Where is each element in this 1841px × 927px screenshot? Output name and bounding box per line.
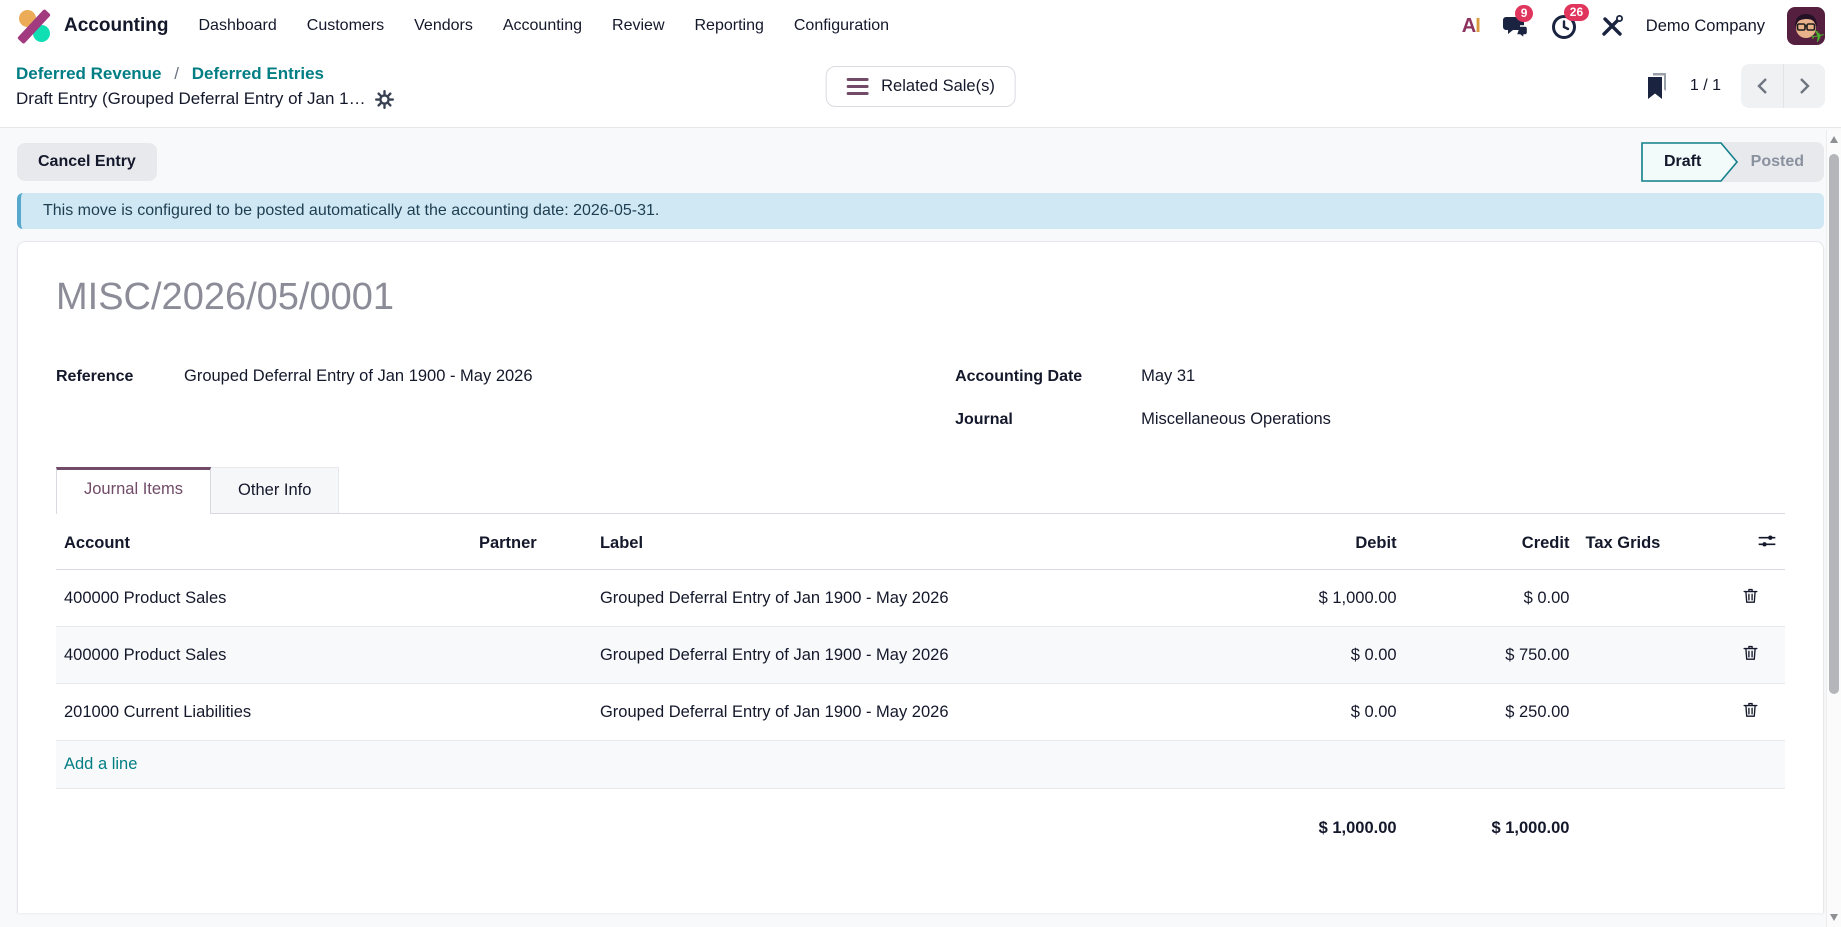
breadcrumb-deferred-revenue[interactable]: Deferred Revenue [16,64,162,83]
cell-debit[interactable]: $ 0.00 [1231,626,1405,684]
vertical-scrollbar[interactable] [1826,130,1841,927]
activities-badge: 26 [1563,3,1590,21]
cell-credit[interactable]: $ 250.00 [1404,683,1578,741]
breadcrumb-current-title: Draft Entry (Grouped Deferral Entry of J… [16,89,366,108]
breadcrumb: Deferred Revenue / Deferred Entries [16,64,324,83]
auto-post-info-banner: This move is configured to be posted aut… [17,193,1824,229]
entry-number[interactable]: MISC/2026/05/0001 [56,276,395,318]
trash-icon[interactable] [1741,643,1760,662]
ai-assistant-icon[interactable]: AI [1461,14,1481,37]
column-header-debit: Debit [1231,518,1405,570]
scroll-down-arrow[interactable] [1830,914,1838,921]
nav-item-customers[interactable]: Customers [306,17,385,34]
accounting-date-field[interactable]: May 31 [1141,367,1196,385]
activities-clock-icon[interactable]: 26 [1551,3,1590,40]
cell-credit[interactable]: $ 0.00 [1404,569,1578,627]
main-menu: Dashboard Customers Vendors Accounting R… [199,17,890,35]
cell-account[interactable]: 400000 Product Sales [56,569,471,627]
totals-row: $ 1,000.00 $ 1,000.00 [56,789,1785,855]
messages-badge: 9 [1514,4,1534,22]
table-header-row: Account Partner Label Debit Credit Tax G… [56,518,1785,570]
cell-tax-grids[interactable] [1577,569,1716,627]
nav-item-accounting[interactable]: Accounting [502,17,583,34]
reference-label: Reference [56,368,134,385]
gear-icon[interactable] [374,89,394,109]
journal-label: Journal [955,411,1013,428]
breadcrumb-deferred-entries[interactable]: Deferred Entries [191,64,324,83]
user-avatar[interactable]: ✈ [1787,7,1825,45]
tab-other-info[interactable]: Other Info [211,467,340,513]
journal-items-table: Account Partner Label Debit Credit Tax G… [56,518,1785,854]
reference-field[interactable]: Grouped Deferral Entry of Jan 1900 - May… [184,367,533,385]
status-posted[interactable]: Posted [1750,153,1804,170]
accounting-date-label: Accounting Date [955,368,1083,385]
nav-item-configuration[interactable]: Configuration [793,17,890,34]
tab-journal-items[interactable]: Journal Items [56,467,212,514]
column-header-account: Account [56,518,471,570]
cell-credit[interactable]: $ 750.00 [1404,626,1578,684]
pager-next-button[interactable] [1783,64,1825,108]
column-header-credit: Credit [1404,518,1578,570]
pager-previous-button[interactable] [1741,64,1783,108]
journal-field[interactable]: Miscellaneous Operations [1141,410,1331,428]
scroll-up-arrow[interactable] [1830,136,1838,143]
notebook-tabs: Journal Items Other Info [56,467,1785,514]
messages-icon[interactable]: 9 [1502,4,1534,39]
table-row: 400000 Product Sales Grouped Deferral En… [56,626,1785,684]
pager-value[interactable]: 1 / 1 [1689,77,1721,94]
control-panel: Deferred Revenue / Deferred Entries Draf… [0,52,1841,128]
cell-label[interactable]: Grouped Deferral Entry of Jan 1900 - May… [591,569,1232,627]
cell-partner[interactable] [470,683,592,741]
cancel-entry-button[interactable]: Cancel Entry [17,143,157,181]
total-credit: $ 1,000.00 [1491,819,1570,837]
add-a-line-link[interactable]: Add a line [64,755,138,773]
top-nav-bar: Accounting Dashboard Customers Vendors A… [0,0,1841,52]
table-row: 400000 Product Sales Grouped Deferral En… [56,569,1785,627]
cell-account[interactable]: 400000 Product Sales [56,626,471,684]
status-bar: Draft Posted [1640,142,1824,182]
cell-tax-grids[interactable] [1577,626,1716,684]
cell-label[interactable]: Grouped Deferral Entry of Jan 1900 - May… [591,683,1232,741]
nav-item-review[interactable]: Review [612,17,665,34]
nav-item-dashboard[interactable]: Dashboard [198,17,277,34]
scrollbar-thumb[interactable] [1829,154,1839,694]
trash-icon[interactable] [1741,586,1760,605]
cell-debit[interactable]: $ 0.00 [1231,683,1405,741]
table-row: 201000 Current Liabilities Grouped Defer… [56,683,1785,741]
column-header-partner: Partner [470,518,592,570]
trash-icon[interactable] [1741,700,1760,719]
nav-item-vendors[interactable]: Vendors [414,17,473,34]
cell-account[interactable]: 201000 Current Liabilities [56,683,471,741]
cell-debit[interactable]: $ 1,000.00 [1231,569,1405,627]
app-title: Accounting [64,15,169,36]
column-header-label: Label [591,518,1232,570]
company-switcher[interactable]: Demo Company [1645,16,1765,35]
cell-tax-grids[interactable] [1577,683,1716,741]
accounting-app-logo-icon[interactable] [16,8,52,45]
hamburger-icon [846,77,869,96]
total-debit: $ 1,000.00 [1318,819,1397,837]
status-draft[interactable]: Draft [1640,142,1739,182]
bookmark-icon[interactable] [1644,71,1670,101]
nav-item-reporting[interactable]: Reporting [694,17,764,34]
cell-partner[interactable] [470,626,592,684]
related-sales-button[interactable]: Related Sale(s) [825,66,1016,107]
add-line-row: Add a line [56,740,1785,789]
journal-entry-form: MISC/2026/05/0001 Reference Grouped Defe… [17,241,1824,913]
optional-columns-icon[interactable] [1715,518,1785,570]
column-header-tax-grids: Tax Grids [1577,518,1716,570]
cell-partner[interactable] [470,569,592,627]
cell-label[interactable]: Grouped Deferral Entry of Jan 1900 - May… [591,626,1232,684]
tools-icon[interactable] [1600,14,1624,38]
out-of-office-plane-icon: ✈ [1808,25,1825,45]
